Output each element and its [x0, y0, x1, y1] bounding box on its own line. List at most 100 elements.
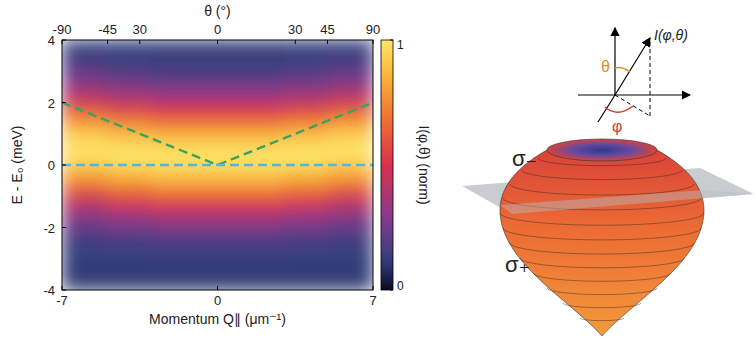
x-tick-label: -7: [56, 293, 68, 308]
y-tick: [62, 227, 66, 228]
heat-cell: [173, 165, 196, 181]
heat-cell: [151, 274, 174, 290]
heat-cell: [129, 149, 152, 165]
heat-cell: [84, 165, 107, 181]
heat-cell: [262, 40, 285, 56]
top-tick-label: -45: [98, 22, 117, 37]
heat-cell: [106, 149, 129, 165]
heat-cell: [306, 134, 329, 150]
heat-cell: [351, 134, 373, 150]
heat-cell: [195, 212, 218, 228]
heat-cell: [262, 87, 285, 103]
heat-cell: [62, 196, 85, 212]
heat-cell: [173, 40, 196, 56]
heat-cell: [62, 243, 85, 259]
vector: [615, 38, 650, 95]
colorbar-tick-label: 1: [397, 38, 404, 52]
dashed-line: [62, 164, 373, 166]
heat-cell: [218, 118, 241, 134]
colorbar-tick: [390, 40, 393, 41]
heat-cell: [218, 259, 241, 275]
heat-cell: [351, 149, 373, 165]
emission-diagram: I(φ,θ)θφσ₋σ₊: [462, 27, 754, 336]
heat-cell: [173, 274, 196, 290]
y-tick-label: -2: [43, 221, 55, 236]
heat-cell: [195, 274, 218, 290]
heat-cell: [62, 134, 85, 150]
heat-cell: [129, 71, 152, 87]
heat-cell: [240, 56, 263, 72]
contour: [563, 303, 641, 308]
heat-cell: [262, 228, 285, 244]
heat-cell: [351, 165, 373, 181]
heat-cell: [151, 243, 174, 259]
z-axis: [614, 28, 615, 95]
heat-cell: [284, 165, 307, 181]
y-tick: [62, 290, 66, 291]
plane-front: [500, 190, 754, 214]
heat-cell: [284, 87, 307, 103]
contour: [503, 228, 701, 240]
heat-cell: [351, 181, 373, 197]
top-tick: [373, 40, 374, 44]
heat-cell: [218, 228, 241, 244]
heat-cell: [262, 71, 285, 87]
heat-cell: [173, 87, 196, 103]
heat-cell: [284, 103, 307, 119]
heat-cell: [62, 71, 85, 87]
heat-cell: [129, 259, 152, 275]
heat-cell: [329, 134, 352, 150]
phi-label: φ: [612, 118, 622, 135]
heat-cell: [284, 228, 307, 244]
top-tick-label: 30: [133, 22, 147, 37]
heat-cell: [195, 56, 218, 72]
heat-cell: [62, 212, 85, 228]
colorbar-label: I(φ,θ) (norm): [416, 125, 432, 204]
heat-cell: [151, 134, 174, 150]
heat-cell: [129, 165, 152, 181]
heat-cell: [195, 103, 218, 119]
heat-cell: [284, 259, 307, 275]
heat-cell: [329, 196, 352, 212]
heat-cell: [306, 196, 329, 212]
heat-cell: [84, 228, 107, 244]
heat-cell: [106, 259, 129, 275]
heat-cell: [195, 259, 218, 275]
heat-cell: [151, 181, 174, 197]
contour: [500, 213, 704, 225]
heat-cell: [240, 71, 263, 87]
heat-cell: [284, 118, 307, 134]
heat-cell: [329, 259, 352, 275]
heat-cell: [351, 71, 373, 87]
heat-cell: [351, 118, 373, 134]
heat-cell: [329, 181, 352, 197]
heat-cell: [62, 274, 85, 290]
heat-cell: [129, 181, 152, 197]
heat-cell: [84, 259, 107, 275]
heat-cell: [62, 118, 85, 134]
heat-cell: [329, 228, 352, 244]
heat-cell: [173, 196, 196, 212]
projection: [650, 42, 651, 116]
heat-cell: [284, 274, 307, 290]
heat-cell: [129, 40, 152, 56]
heat-cell: [129, 212, 152, 228]
heat-cell: [62, 165, 85, 181]
heat-cell: [106, 181, 129, 197]
contour: [547, 288, 657, 295]
heat-cell: [351, 56, 373, 72]
sigma-minus-label: σ₋: [512, 146, 537, 171]
heat-cell: [151, 56, 174, 72]
heat-cell: [306, 212, 329, 228]
heat-cell: [129, 87, 152, 103]
heat-cell: [329, 56, 352, 72]
heat-cell: [173, 212, 196, 228]
heat-cell: [62, 181, 85, 197]
heat-cell: [173, 103, 196, 119]
heat-cell: [218, 40, 241, 56]
top-tick-label: 0: [214, 22, 221, 37]
heat-cell: [218, 87, 241, 103]
emission-body: [500, 150, 704, 336]
heat-cell: [306, 274, 329, 290]
heat-cell: [151, 212, 174, 228]
